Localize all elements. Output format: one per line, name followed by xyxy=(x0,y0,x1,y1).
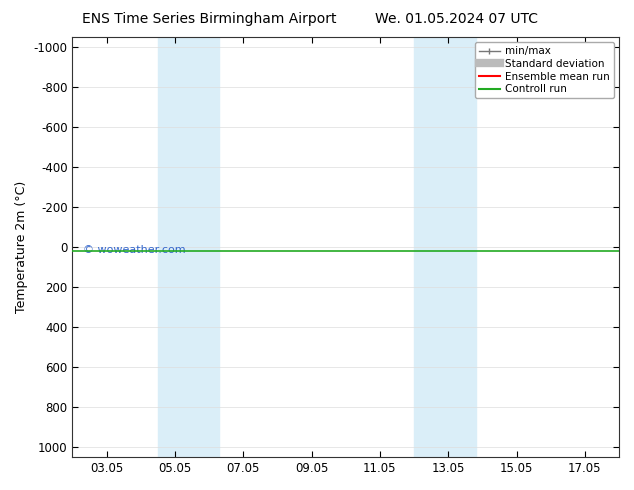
Bar xyxy=(158,37,219,457)
Text: ENS Time Series Birmingham Airport: ENS Time Series Birmingham Airport xyxy=(82,12,337,26)
Bar xyxy=(414,37,476,457)
Legend: min/max, Standard deviation, Ensemble mean run, Controll run: min/max, Standard deviation, Ensemble me… xyxy=(475,42,614,98)
Text: We. 01.05.2024 07 UTC: We. 01.05.2024 07 UTC xyxy=(375,12,538,26)
Y-axis label: Temperature 2m (°C): Temperature 2m (°C) xyxy=(15,181,28,313)
Text: © woweather.com: © woweather.com xyxy=(83,245,186,255)
